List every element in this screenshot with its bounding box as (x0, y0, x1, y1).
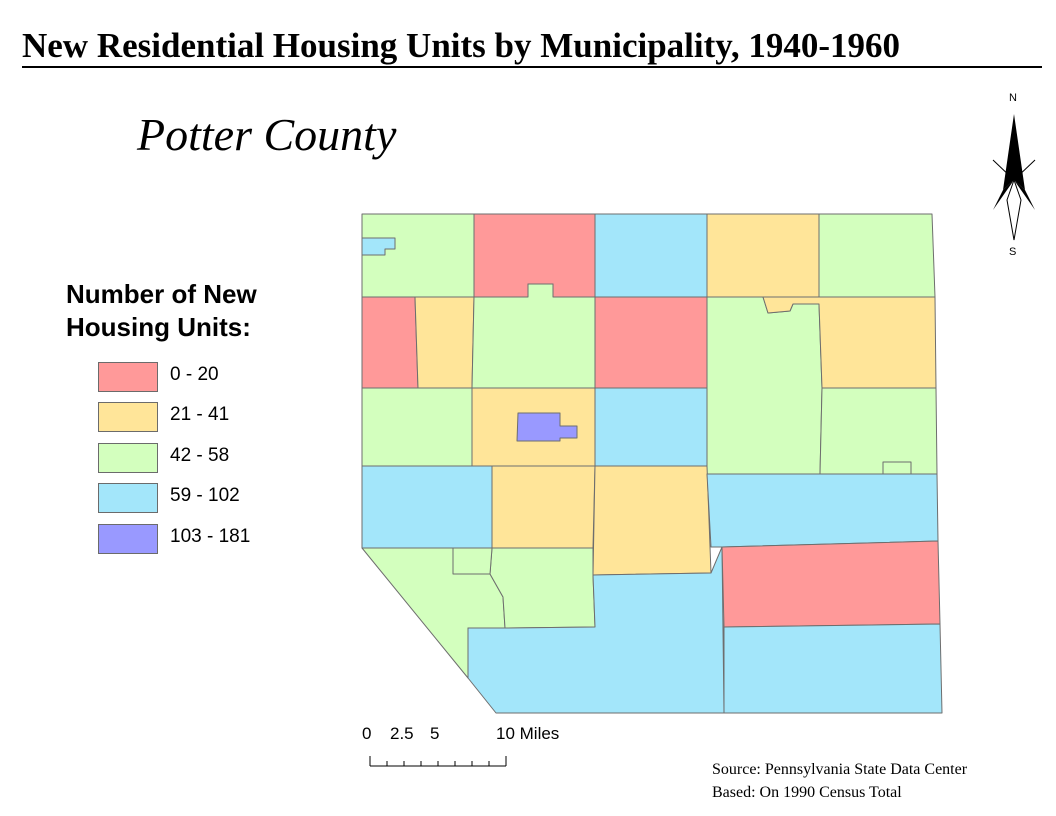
municipality-r4-3 (592, 465, 712, 576)
map-title: New Residential Housing Units by Municip… (22, 26, 901, 65)
scale-label-2-5: 2.5 (390, 724, 414, 743)
municipality-r3-4 (594, 387, 708, 467)
county-map (361, 213, 943, 714)
municipality-r2-6 (762, 296, 937, 389)
legend-title-line2: Housing Units: (66, 312, 251, 342)
municipality-ne-top (818, 213, 936, 298)
county-name: Potter County (137, 109, 397, 160)
municipality-r3-6 (819, 387, 938, 475)
municipality-n-3 (594, 213, 708, 298)
municipality-n-4 (706, 213, 820, 298)
legend-label: 21 - 41 (170, 404, 230, 425)
municipality-r2-3 (471, 283, 596, 389)
municipality-r4-2 (491, 465, 596, 549)
south-label: S (1009, 246, 1017, 258)
municipality-r5-2 (489, 547, 596, 629)
legend-label: 42 - 58 (170, 445, 230, 466)
municipality-r5-4 (721, 540, 941, 628)
municipality-r3-1 (361, 387, 473, 467)
legend-title-line1: Number of New (66, 279, 257, 309)
source-line: Source: Pennsylvania State Data Center (712, 761, 968, 778)
north-arrow-graphic (992, 114, 1036, 241)
municipality-sw-small-borough (452, 547, 493, 575)
legend-swatch (98, 483, 158, 513)
municipality-r2-5 (706, 296, 823, 475)
legend-label: 0 - 20 (170, 364, 219, 385)
municipality-coudersport (516, 412, 578, 442)
scale-label-10-miles: 10 Miles (496, 724, 560, 743)
north-label: N (1009, 92, 1017, 104)
legend-swatch (98, 362, 158, 392)
legend-title: Number of New Housing Units: (66, 278, 257, 344)
scale-bar-ticks (369, 756, 507, 767)
based-on-line: Based: On 1990 Census Total (712, 784, 902, 801)
legend-label: 59 - 102 (170, 485, 240, 506)
municipality-nw-small-borough (361, 237, 396, 256)
municipality-r5-3 (467, 546, 725, 714)
legend-label: 103 - 181 (170, 526, 251, 547)
source-note: Source: Pennsylvania State Data Center B… (712, 758, 967, 804)
municipality-r4-4 (706, 473, 939, 548)
title-underline (22, 66, 1042, 68)
municipality-r6-4 (723, 623, 943, 714)
legend-swatch (98, 402, 158, 432)
legend-swatch (98, 524, 158, 554)
municipality-r2-4 (594, 296, 708, 389)
scale-label-5: 5 (430, 724, 440, 743)
scale-label-0: 0 (362, 724, 372, 743)
legend-swatch (98, 443, 158, 473)
municipality-r4-1 (361, 465, 493, 549)
municipality-ne-small-borough (882, 461, 912, 475)
municipality-r2-1 (361, 296, 419, 389)
municipality-r2-2 (414, 296, 475, 389)
